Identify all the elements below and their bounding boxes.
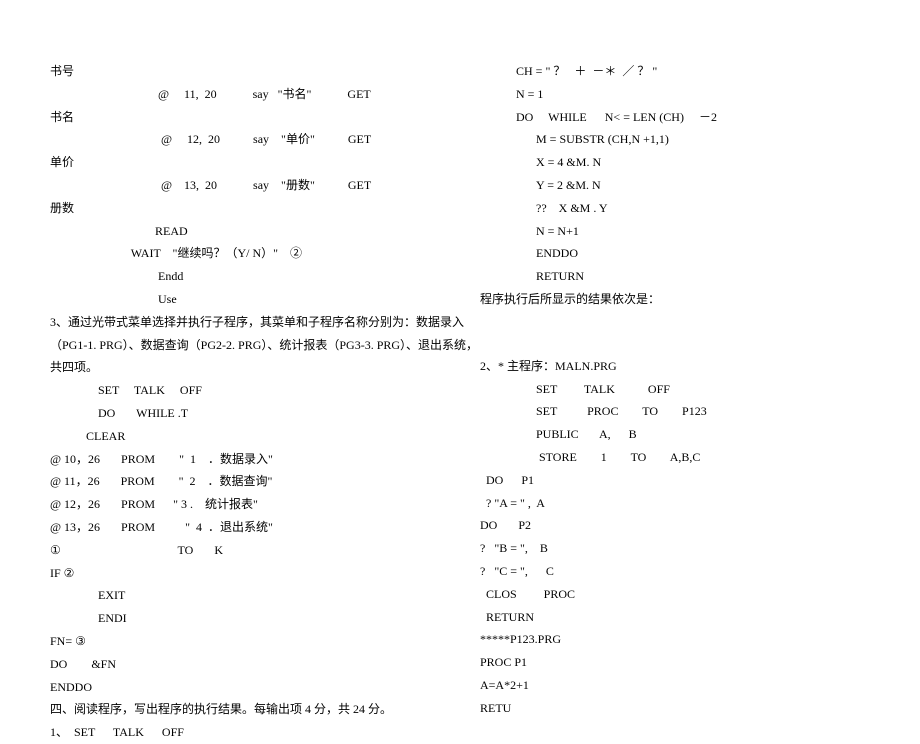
text-line: DO &FN — [50, 653, 440, 676]
text-line: IF ② — [50, 562, 440, 585]
text-line: 四、阅读程序，写出程序的执行结果。每输出项 4 分，共 24 分。 — [50, 698, 440, 721]
text-line: @ 12, 20 say "单价" GET — [50, 128, 440, 151]
text-line: READ — [50, 220, 440, 243]
text-line: STORE 1 TO A,B,C — [480, 446, 870, 469]
text-line: @ 11，26 PROM " 2 ．数据查询" — [50, 470, 440, 493]
text-line: DO WHILE N< = LEN (CH) －2 — [480, 106, 870, 129]
text-line: （PG1-1. PRG）、数据查询（PG2-2. PRG）、统计报表（PG3-3… — [50, 334, 440, 357]
page-columns: 书号 @ 11, 20 say "书名" GET 书名 @ 12, 20 say… — [50, 60, 870, 744]
text-line: ① TO K — [50, 539, 440, 562]
text-line: 共四项。 — [50, 356, 440, 379]
text-line: RETURN — [480, 265, 870, 288]
text-line: ? "C = ", C — [480, 560, 870, 583]
text-line: CLEAR — [50, 425, 440, 448]
text-line: RETU — [480, 697, 870, 720]
text-line: ? "A = " , A — [480, 492, 870, 515]
text-line: Endd — [50, 265, 440, 288]
text-line: 单价 — [50, 151, 440, 174]
text-line: @ 12，26 PROM " 3 . 统计报表" — [50, 493, 440, 516]
text-line: ENDDO — [50, 676, 440, 699]
text-line: PROC P1 — [480, 651, 870, 674]
text-line: M = SUBSTR (CH,N +1,1) — [480, 128, 870, 151]
text-line: A=A*2+1 — [480, 674, 870, 697]
text-line: SET TALK OFF — [50, 379, 440, 402]
text-line: *****P123.PRG — [480, 628, 870, 651]
text-line: 2、* 主程序：MALN.PRG — [480, 355, 870, 378]
text-line: DO P1 — [480, 469, 870, 492]
text-line: N = 1 — [480, 83, 870, 106]
text-line: FN= ③ — [50, 630, 440, 653]
text-line: RETURN — [480, 606, 870, 629]
text-line: 书名 — [50, 106, 440, 129]
text-line: SET TALK OFF — [480, 378, 870, 401]
text-line: 1、 SET TALK OFF — [50, 721, 440, 744]
right-column: CH = " ？ ＋ －＊ ／ ？ " N = 1 DO WHILE N< = … — [480, 60, 870, 744]
text-line: @ 13，26 PROM " 4 ．退出系统" — [50, 516, 440, 539]
left-column: 书号 @ 11, 20 say "书名" GET 书名 @ 12, 20 say… — [50, 60, 440, 744]
text-line: ?? X &M . Y — [480, 197, 870, 220]
text-line: DO WHILE .T — [50, 402, 440, 425]
text-line: SET PROC TO P123 — [480, 400, 870, 423]
text-line: PUBLIC A, B — [480, 423, 870, 446]
text-line: DO P2 — [480, 514, 870, 537]
text-line: @ 10，26 PROM " 1 ．数据录入" — [50, 448, 440, 471]
text-line: ? "B = ", B — [480, 537, 870, 560]
text-line: @ 11, 20 say "书名" GET — [50, 83, 440, 106]
text-line: N = N+1 — [480, 220, 870, 243]
text-line: ENDDO — [480, 242, 870, 265]
text-line: WAIT "继续吗？（Y/ N）" ② — [50, 242, 440, 265]
text-line: Use — [50, 288, 440, 311]
text-line: 册数 — [50, 197, 440, 220]
text-line — [480, 311, 870, 355]
text-line: 书号 — [50, 60, 440, 83]
text-line: X = 4 &M. N — [480, 151, 870, 174]
text-line: CH = " ？ ＋ －＊ ／ ？ " — [480, 60, 870, 83]
text-line: @ 13, 20 say "册数" GET — [50, 174, 440, 197]
text-line: 3、通过光带式菜单选择并执行子程序，其菜单和子程序名称分别为：数据录入 — [50, 311, 440, 334]
text-line: 程序执行后所显示的结果依次是： — [480, 288, 870, 311]
text-line: Y = 2 &M. N — [480, 174, 870, 197]
text-line: EXIT — [50, 584, 440, 607]
text-line: CLOS PROC — [480, 583, 870, 606]
text-line: ENDI — [50, 607, 440, 630]
